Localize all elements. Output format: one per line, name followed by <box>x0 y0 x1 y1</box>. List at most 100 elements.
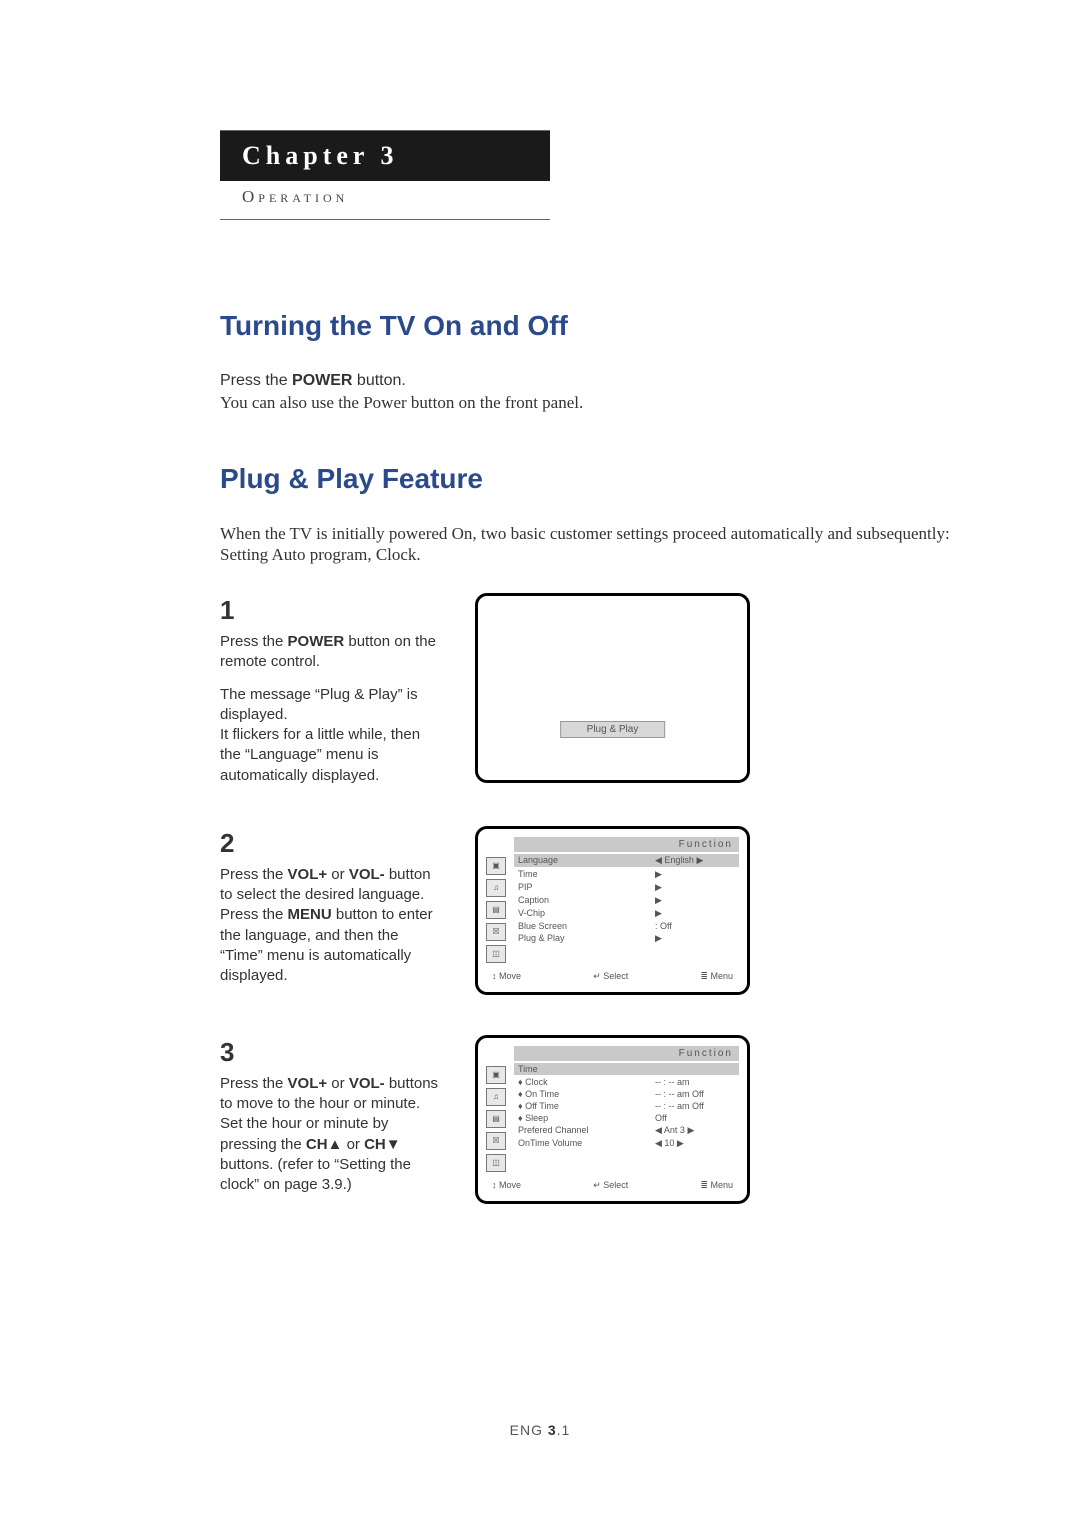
chapter-header: Chapter 3 Operation <box>220 130 550 220</box>
step-3-text: 3 Press the VOL+ or VOL- buttons to move… <box>220 1035 445 1196</box>
osd-value: ▶ <box>655 933 735 944</box>
step-number: 3 <box>220 1035 445 1070</box>
txt: or <box>327 1075 349 1092</box>
volminus-label: VOL- <box>349 866 385 883</box>
txt: You can also use the Power button on the… <box>220 393 583 412</box>
step-number: 2 <box>220 826 445 861</box>
osd-icon: ▤ <box>486 1110 506 1128</box>
section-heading-1: Turning the TV On and Off <box>220 310 970 342</box>
step-1: 1 Press the POWER button on the remote c… <box>220 593 970 786</box>
osd-row: Plug & Play▶ <box>514 932 739 945</box>
osd-value: -- : -- am <box>655 1077 735 1087</box>
osd-row: Blue Screen: Off <box>514 920 739 932</box>
txt: Press the <box>220 866 288 883</box>
osd-select: ↵ Select <box>593 971 628 982</box>
tv-screen-2: ▣ ♫ ▤ ☒ ◫ Function Language ◀ English ▶ … <box>475 826 750 995</box>
osd-row: Caption▶ <box>514 894 739 907</box>
volplus-label: VOL+ <box>288 866 328 883</box>
osd-value: ◀ English ▶ <box>655 855 735 866</box>
osd-label: Prefered Channel <box>518 1125 655 1136</box>
chapter-subtitle: Operation <box>220 181 550 220</box>
osd-row: ♦ Off Time-- : -- am Off <box>514 1100 739 1112</box>
step-2-text: 2 Press the VOL+ or VOL- button to selec… <box>220 826 445 987</box>
txt: Press the <box>220 1075 288 1092</box>
menu-label: MENU <box>288 906 332 923</box>
osd-value: -- : -- am Off <box>655 1089 735 1099</box>
step-number: 1 <box>220 593 445 628</box>
osd-icon: ▤ <box>486 901 506 919</box>
osd-icon: ▣ <box>486 857 506 875</box>
osd-icon: ☒ <box>486 923 506 941</box>
step-1-text: 1 Press the POWER button on the remote c… <box>220 593 445 786</box>
osd-row-highlight: Language ◀ English ▶ <box>514 854 739 867</box>
chdown-label: CH▼ <box>364 1136 401 1153</box>
osd-label: Blue Screen <box>518 921 655 931</box>
osd-row: OnTime Volume◀ 10 ▶ <box>514 1137 739 1150</box>
osd-label: ♦ Off Time <box>518 1101 655 1111</box>
txt: Press the <box>220 633 288 650</box>
txt: or <box>327 866 349 883</box>
osd-value: ▶ <box>655 869 735 880</box>
osd-row: ♦ Clock-- : -- am <box>514 1076 739 1088</box>
osd-value: ◀ Ant 3 ▶ <box>655 1125 735 1136</box>
osd-label: Time <box>518 1064 655 1074</box>
page-number: ENG 3.1 <box>0 1422 1080 1438</box>
osd-label: V-Chip <box>518 908 655 919</box>
osd-row: PIP▶ <box>514 881 739 894</box>
osd-icon: ♫ <box>486 879 506 897</box>
power-label: POWER <box>288 633 345 650</box>
osd-move: ↕ Move <box>492 1180 521 1191</box>
osd-menu: ≣ Menu <box>700 1180 733 1191</box>
osd-value: ▶ <box>655 882 735 893</box>
osd-label: ♦ Clock <box>518 1077 655 1087</box>
osd-icon: ◫ <box>486 1154 506 1172</box>
osd-value: -- : -- am Off <box>655 1101 735 1111</box>
osd-row: V-Chip▶ <box>514 907 739 920</box>
osd-label: Caption <box>518 895 655 906</box>
step-3: 3 Press the VOL+ or VOL- buttons to move… <box>220 1035 970 1204</box>
osd-title: Function <box>514 1046 739 1061</box>
osd-row-highlight: Time <box>514 1063 739 1075</box>
osd-footer: ↕ Move ↵ Select ≣ Menu <box>486 1176 739 1193</box>
osd-value: ▶ <box>655 895 735 906</box>
osd-move: ↕ Move <box>492 971 521 982</box>
section2-intro: When the TV is initially powered On, two… <box>220 523 970 566</box>
chup-label: CH▲ <box>306 1136 343 1153</box>
osd-sidebar-icons: ▣ ♫ ▤ ☒ ◫ <box>486 837 508 963</box>
osd-icon: ◫ <box>486 945 506 963</box>
page-lang: ENG <box>510 1422 548 1438</box>
osd-label: ♦ Sleep <box>518 1113 655 1123</box>
step-2: 2 Press the VOL+ or VOL- button to selec… <box>220 826 970 995</box>
osd-label: Time <box>518 869 655 880</box>
osd-value: ▶ <box>655 908 735 919</box>
txt: or <box>342 1136 364 1153</box>
osd-value: ◀ 10 ▶ <box>655 1138 735 1149</box>
tv-screen-3: ▣ ♫ ▤ ☒ ◫ Function Time ♦ Clock-- : -- a… <box>475 1035 750 1204</box>
osd-value: Off <box>655 1113 735 1123</box>
osd-label: ♦ On Time <box>518 1089 655 1099</box>
osd-footer: ↕ Move ↵ Select ≣ Menu <box>486 967 739 984</box>
volplus-label: VOL+ <box>288 1075 328 1092</box>
plug-play-label: Plug & Play <box>560 721 666 738</box>
osd-title: Function <box>514 837 739 852</box>
osd-select: ↵ Select <box>593 1180 628 1191</box>
section-heading-2: Plug & Play Feature <box>220 463 970 495</box>
power-label: POWER <box>292 372 352 389</box>
tv-screen-1: Plug & Play <box>475 593 750 783</box>
osd-value: : Off <box>655 921 735 931</box>
txt: buttons. (refer to “Setting the clock” o… <box>220 1156 411 1193</box>
osd-label: PIP <box>518 882 655 893</box>
osd-row: Prefered Channel◀ Ant 3 ▶ <box>514 1124 739 1137</box>
txt: button. <box>352 372 405 389</box>
txt: Press the <box>220 372 292 389</box>
osd-menu: ≣ Menu <box>700 971 733 982</box>
osd-label: OnTime Volume <box>518 1138 655 1149</box>
osd-icon: ♫ <box>486 1088 506 1106</box>
page-chapter: 3 <box>548 1422 557 1438</box>
osd-label: Language <box>518 855 655 866</box>
osd-sidebar-icons: ▣ ♫ ▤ ☒ ◫ <box>486 1046 508 1172</box>
section1-text: Press the POWER button. You can also use… <box>220 370 970 415</box>
volminus-label: VOL- <box>349 1075 385 1092</box>
osd-label: Plug & Play <box>518 933 655 944</box>
txt: The message “Plug & Play” is displayed. … <box>220 686 420 784</box>
